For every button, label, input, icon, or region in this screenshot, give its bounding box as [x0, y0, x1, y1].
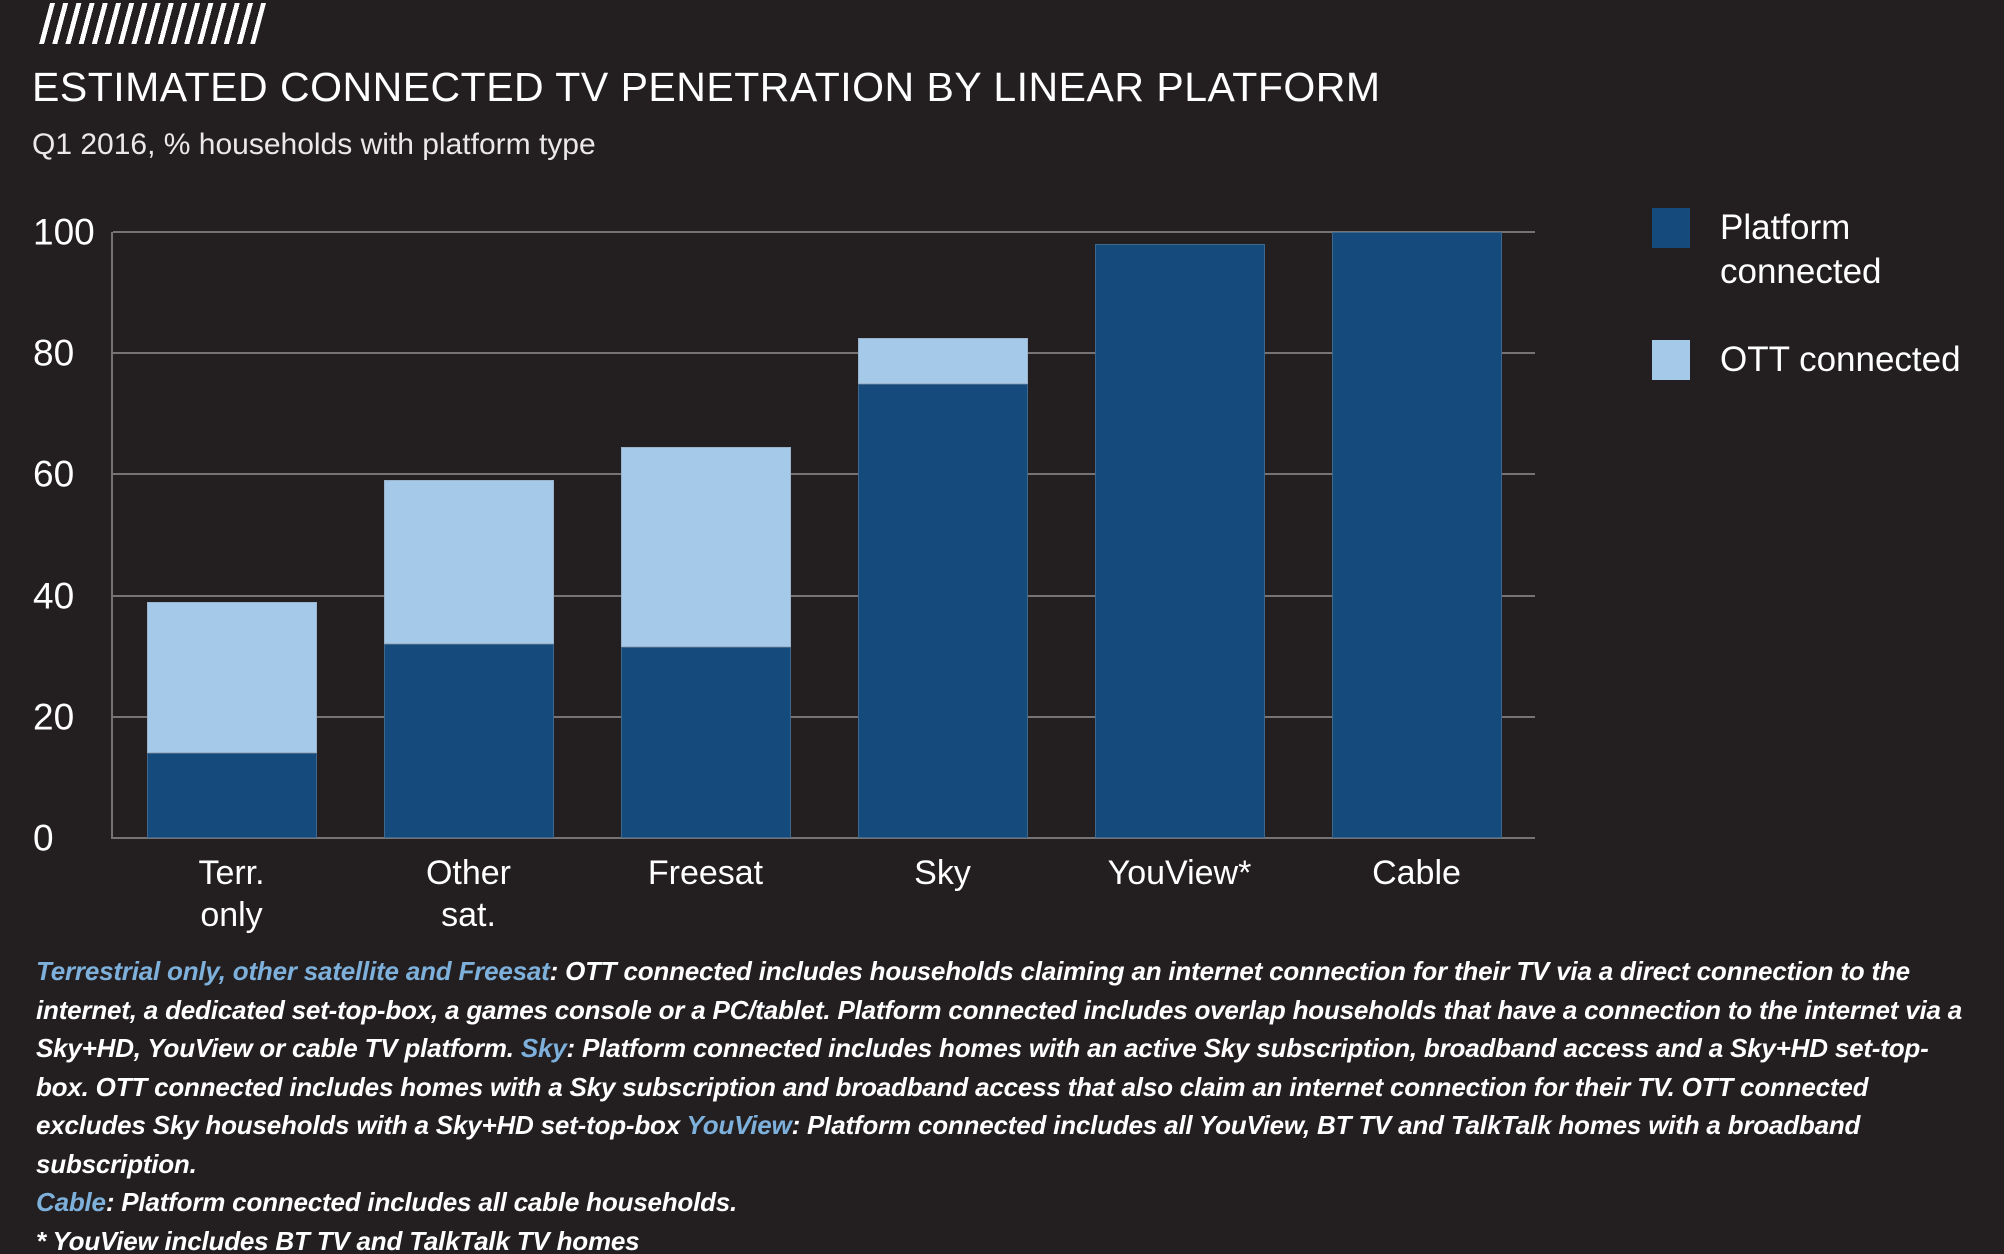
chart-plot-area — [111, 231, 1535, 839]
x-axis-category-label-sky: Sky — [914, 854, 971, 892]
bar-segment-ott-connected-freesat — [620, 447, 791, 648]
legend-item-platform-connected: Platform connected — [1652, 206, 1961, 294]
y-axis-tick-label-40: 40 — [33, 575, 75, 617]
y-axis-line — [111, 232, 113, 839]
y-axis-labels: 0 20 40 60 80 100 — [33, 214, 109, 857]
footnote-segment: : Platform connected includes all YouVie… — [36, 1110, 1861, 1179]
gridline-60 — [113, 473, 1535, 476]
legend-swatch-platform-connected — [1652, 208, 1690, 248]
gridline-40 — [113, 594, 1535, 597]
legend-swatch-ott-connected — [1652, 340, 1690, 380]
footnote-paragraph-1: Terrestrial only, other satellite and Fr… — [36, 952, 1970, 1183]
gridline-20 — [113, 715, 1535, 718]
bar-other-sat — [383, 232, 554, 838]
chart-title: ESTIMATED CONNECTED TV PENETRATION BY LI… — [32, 64, 1381, 110]
brand-hatch-logo — [39, 3, 266, 44]
y-axis-tick-label-20: 20 — [33, 696, 75, 738]
y-axis-tick-label-80: 80 — [33, 332, 75, 374]
footnote-segment: : Platform connected includes all cable … — [105, 1187, 738, 1217]
gridline-100 — [113, 231, 1535, 233]
x-axis-category-label-cable: Cable — [1372, 854, 1461, 892]
bar-segment-ott-connected-sky — [857, 338, 1028, 384]
x-axis-category-label-youview: YouView* — [1107, 854, 1252, 892]
legend-item-ott-connected: OTT connected — [1652, 338, 1961, 382]
bar-segment-platform-connected-freesat — [620, 647, 791, 838]
bar-terr-only — [146, 232, 317, 838]
footnote-highlight: Cable — [36, 1187, 106, 1217]
x-axis-category-label-other-sat: Other sat. — [425, 854, 512, 934]
bar-freesat — [620, 232, 791, 838]
footnote-paragraph-2: Cable: Platform connected includes all c… — [36, 1183, 1970, 1222]
bar-group-youview — [1061, 232, 1298, 838]
bar-cable — [1331, 232, 1502, 838]
chart-subtitle: Q1 2016, % households with platform type — [32, 128, 596, 161]
gridline-80 — [113, 352, 1535, 355]
bar-group-freesat — [587, 232, 824, 838]
bars — [113, 232, 1535, 838]
footnote-highlight: YouView — [686, 1110, 792, 1140]
legend: Platform connected OTT connected — [1652, 206, 1961, 382]
footnote-segment: : Platform connected includes homes with… — [36, 1033, 1929, 1140]
bar-segment-platform-connected-terr-only — [146, 753, 317, 838]
footnote-paragraph-3: * YouView includes BT TV and TalkTalk TV… — [36, 1222, 1970, 1254]
bar-group-terr-only — [113, 232, 350, 838]
bar-group-sky — [824, 232, 1061, 838]
bar-group-other-sat — [350, 232, 587, 838]
x-axis-category-label-terr-only: Terr. only — [198, 854, 265, 934]
footnote-highlight: Sky — [520, 1033, 567, 1063]
bar-segment-ott-connected-terr-only — [146, 601, 317, 754]
legend-label-platform-connected: Platform connected — [1720, 208, 1882, 291]
footnote-highlight: Terrestrial only, other satellite and Fr… — [36, 956, 550, 986]
bar-group-cable — [1298, 232, 1535, 838]
x-axis-labels: Terr. only Other sat. Freesat Sky YouView* Ca… — [113, 852, 1535, 936]
bar-segment-platform-connected-youview — [1094, 244, 1265, 838]
footnote-text: Terrestrial only, other satellite and Fr… — [36, 952, 1970, 1254]
footnote-segment: * YouView includes BT TV and TalkTalk TV… — [36, 1225, 640, 1254]
gridline-0 — [113, 837, 1535, 839]
bar-sky — [857, 232, 1028, 838]
bar-segment-platform-connected-cable — [1331, 232, 1502, 838]
bar-segment-platform-connected-other-sat — [383, 644, 554, 838]
bar-segment-platform-connected-sky — [857, 383, 1028, 838]
y-axis-tick-label-0: 0 — [33, 817, 54, 859]
bar-youview — [1094, 232, 1265, 838]
y-axis-tick-label-60: 60 — [33, 453, 75, 495]
bar-segment-ott-connected-other-sat — [383, 480, 554, 645]
legend-label-ott-connected: OTT connected — [1720, 340, 1961, 379]
y-axis-tick-label-100: 100 — [33, 211, 95, 253]
footnote-segment: : OTT connected includes households clai… — [36, 956, 1963, 1063]
x-axis-category-label-freesat: Freesat — [647, 854, 764, 892]
